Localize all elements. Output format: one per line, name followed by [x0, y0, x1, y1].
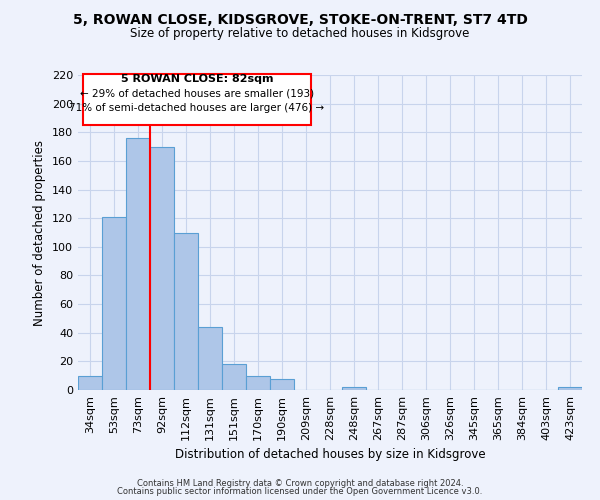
Bar: [126, 138, 150, 390]
Bar: [198, 327, 222, 390]
Y-axis label: Number of detached properties: Number of detached properties: [34, 140, 46, 326]
X-axis label: Distribution of detached houses by size in Kidsgrove: Distribution of detached houses by size …: [175, 448, 485, 462]
Bar: [270, 378, 294, 390]
Bar: [174, 232, 198, 390]
Text: Size of property relative to detached houses in Kidsgrove: Size of property relative to detached ho…: [130, 28, 470, 40]
Text: Contains public sector information licensed under the Open Government Licence v3: Contains public sector information licen…: [118, 487, 482, 496]
Bar: [150, 146, 174, 390]
Bar: [78, 376, 102, 390]
FancyBboxPatch shape: [83, 74, 311, 125]
Bar: [558, 387, 582, 390]
Text: ← 29% of detached houses are smaller (193): ← 29% of detached houses are smaller (19…: [80, 88, 314, 99]
Text: Contains HM Land Registry data © Crown copyright and database right 2024.: Contains HM Land Registry data © Crown c…: [137, 478, 463, 488]
Bar: [342, 387, 366, 390]
Text: 5, ROWAN CLOSE, KIDSGROVE, STOKE-ON-TRENT, ST7 4TD: 5, ROWAN CLOSE, KIDSGROVE, STOKE-ON-TREN…: [73, 12, 527, 26]
Bar: [246, 376, 270, 390]
Text: 5 ROWAN CLOSE: 82sqm: 5 ROWAN CLOSE: 82sqm: [121, 74, 273, 85]
Text: 71% of semi-detached houses are larger (476) →: 71% of semi-detached houses are larger (…: [69, 103, 325, 113]
Bar: [222, 364, 246, 390]
Bar: [102, 217, 126, 390]
